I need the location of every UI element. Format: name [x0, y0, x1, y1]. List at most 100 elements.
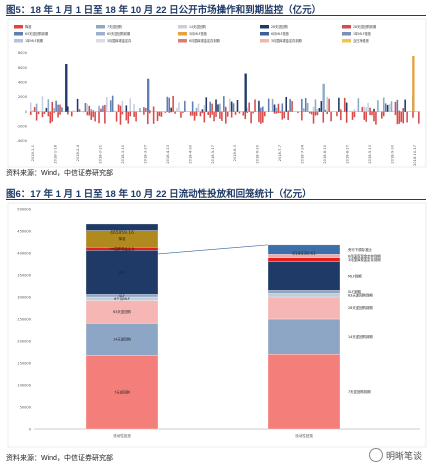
daily-bar — [281, 103, 284, 112]
stack-segment — [267, 293, 341, 298]
daily-bar — [133, 103, 135, 112]
watermark: 明晰笔谈 — [368, 448, 422, 462]
daily-bar — [365, 107, 367, 112]
segment-label: 28天逆回购到期 — [348, 305, 373, 310]
daily-bar — [291, 101, 293, 112]
daily-bar — [330, 111, 332, 122]
daily-bar — [377, 100, 379, 112]
daily-bar — [76, 98, 79, 112]
legend-label: 6月国库现金定存到期 — [189, 38, 220, 43]
daily-bar — [195, 111, 198, 116]
daily-bar — [316, 108, 319, 112]
x-tick-label: 2018-8-10 — [323, 144, 327, 163]
daily-bar — [281, 111, 284, 120]
stack-segment — [267, 244, 341, 255]
daily-bar — [160, 111, 163, 117]
daily-bar — [127, 111, 130, 124]
daily-bar — [35, 103, 38, 112]
daily-bar — [373, 108, 375, 112]
daily-bar — [345, 111, 348, 123]
category-label: 流动性回笼 — [295, 433, 313, 438]
y-tick-label: -2000 — [17, 125, 28, 129]
daily-bar — [400, 111, 403, 123]
legend-label: 63天逆回购到期 — [107, 31, 130, 36]
daily-bar — [117, 104, 120, 112]
daily-bar — [201, 109, 204, 112]
daily-bar — [351, 111, 354, 120]
daily-bar — [404, 99, 406, 112]
daily-bar — [273, 111, 276, 114]
daily-bar — [115, 111, 118, 122]
daily-bar — [262, 106, 264, 112]
total-label: 465959.16 — [110, 230, 134, 236]
daily-bar — [156, 111, 159, 122]
daily-bar — [390, 101, 393, 112]
segment-label: 3M国库现金定存 — [109, 246, 135, 251]
daily-bar — [100, 108, 102, 112]
daily-bar — [301, 98, 303, 112]
daily-bar — [396, 111, 399, 125]
daily-bar — [418, 111, 420, 124]
daily-bar — [119, 105, 122, 112]
connector-line — [157, 244, 269, 255]
daily-bar — [242, 111, 245, 116]
segment-label: 6个月MLF — [114, 296, 130, 301]
stack-segment — [267, 257, 341, 262]
daily-bar — [203, 105, 206, 112]
daily-bar — [238, 111, 241, 114]
daily-bar — [178, 102, 180, 112]
legend-swatch — [14, 25, 23, 29]
y-tick-label: 300000 — [17, 295, 31, 299]
daily-bar — [86, 103, 89, 112]
daily-bar — [164, 111, 167, 113]
y-tick-label: 0 — [25, 110, 28, 114]
daily-bar — [143, 107, 145, 112]
daily-bar — [98, 105, 100, 112]
daily-bar — [33, 107, 36, 112]
segment-label: SLF到期 — [348, 289, 361, 294]
daily-bar — [174, 110, 176, 112]
y-tick-label: 150000 — [17, 361, 31, 365]
legend-label: 63天逆回购到期 — [25, 31, 48, 36]
daily-bar — [388, 103, 391, 112]
daily-bar — [193, 111, 196, 121]
daily-bar — [303, 108, 305, 112]
daily-bar — [230, 111, 233, 118]
daily-bar — [104, 104, 106, 112]
stack-segment — [85, 223, 159, 231]
daily-bar — [184, 100, 186, 112]
daily-bar — [338, 97, 340, 112]
legend-swatch — [178, 32, 187, 36]
daily-bar — [129, 111, 132, 117]
daily-bar — [328, 98, 330, 112]
segment-label: 14天逆回购到期 — [348, 334, 373, 339]
daily-bar — [320, 101, 323, 112]
daily-bar — [343, 97, 346, 112]
watermark-text: 明晰笔谈 — [385, 450, 422, 461]
daily-bar — [168, 97, 171, 112]
legend-swatch — [260, 25, 269, 29]
daily-bar — [394, 101, 397, 112]
daily-bar — [236, 100, 239, 112]
y-tick-label: 450000 — [17, 229, 31, 233]
x-tick-label: 2018-1-18 — [53, 144, 57, 163]
daily-bar — [381, 111, 383, 119]
daily-bar — [223, 96, 225, 112]
daily-bar — [287, 110, 289, 112]
figure5-title: 图5：18 年 1 月 1 日至 18 年 10 月 22 日公开市场操作和到期… — [6, 5, 322, 16]
daily-bar — [106, 97, 108, 112]
daily-bar — [148, 110, 151, 112]
daily-bar — [258, 100, 260, 112]
daily-bar — [287, 111, 289, 121]
y-tick-label: 350000 — [17, 273, 31, 277]
daily-bar — [345, 102, 348, 112]
daily-bar — [244, 73, 247, 112]
daily-bar — [277, 103, 280, 112]
daily-bar — [228, 98, 231, 112]
daily-bar — [121, 111, 124, 115]
daily-bar — [365, 111, 367, 122]
daily-bar — [102, 105, 104, 112]
daily-bar — [260, 111, 262, 124]
daily-bar — [398, 111, 401, 124]
daily-bar — [47, 99, 50, 112]
